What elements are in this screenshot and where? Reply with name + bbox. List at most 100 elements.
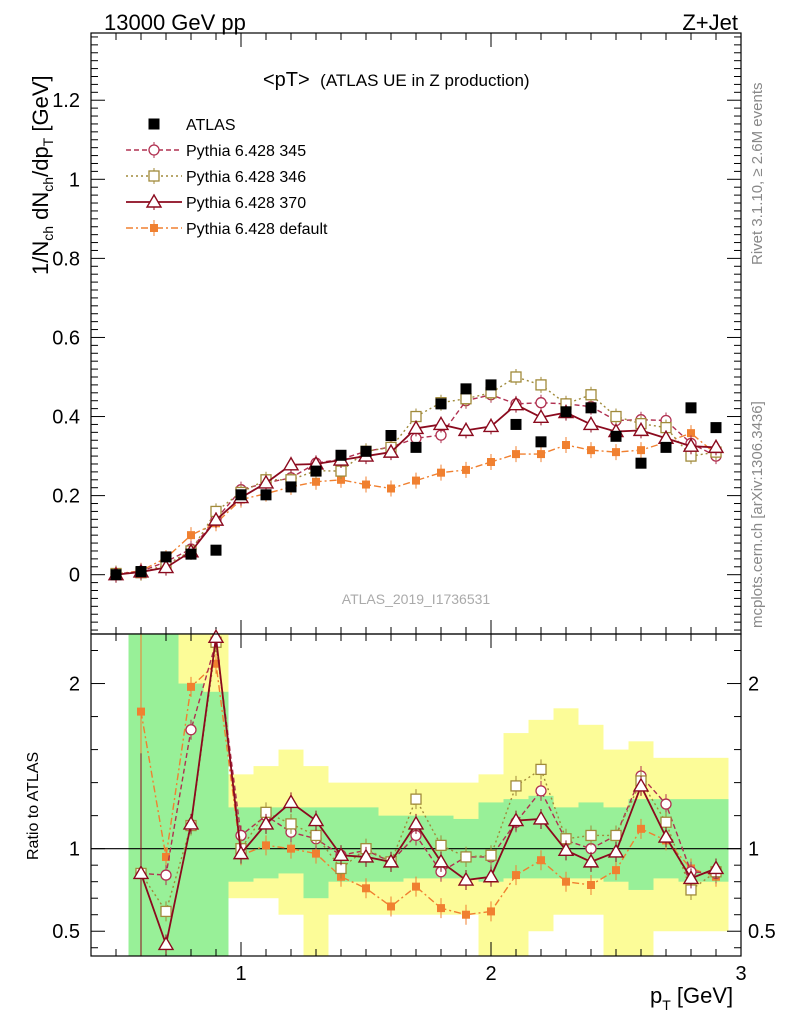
x-tick-label: 3 — [735, 963, 746, 985]
y-axis-title-main: 1/Nch dNch/dpT [GeV] — [28, 75, 56, 275]
point-pythia-6-428-default — [587, 446, 595, 455]
point-pythia-6-428-370 — [257, 474, 275, 489]
ratio-point-pythia-6-428-370 — [607, 843, 625, 858]
point-pythia-6-428-370 — [432, 416, 450, 431]
ratio-point-pythia-6-428-default — [387, 902, 395, 911]
ratio-point-pythia-6-428-default — [587, 880, 595, 889]
ratio-point-pythia-6-428-346 — [510, 780, 522, 792]
ratio-point-pythia-6-428-370 — [132, 865, 150, 880]
ratio-y-tick-label: 2 — [69, 674, 80, 696]
ratio-point-pythia-6-428-370 — [532, 810, 550, 825]
ratio-point-pythia-6-428-default — [212, 659, 220, 668]
y-tick-label: 0.2 — [52, 486, 80, 508]
point-atlas — [435, 398, 447, 410]
ratio-point-pythia-6-428-346 — [485, 849, 497, 861]
ratio-point-pythia-6-428-370 — [157, 936, 175, 951]
point-pythia-6-428-370 — [282, 456, 300, 471]
legend-entry-pythia-6-428-370: Pythia 6.428 370 — [126, 193, 306, 212]
ratio-panel: 1 2 30.5 0.51 12 2 — [52, 628, 776, 985]
legend-entry-pythia-6-428-346: Pythia 6.428 346 — [126, 168, 306, 186]
ratio-point-pythia-6-428-346 — [585, 829, 597, 842]
ratio-y-tick-label-right: 1 — [748, 839, 759, 861]
ratio-point-pythia-6-428-default — [537, 856, 545, 865]
point-pythia-6-428-default — [637, 446, 645, 455]
ratio-point-pythia-6-428-370 — [207, 628, 225, 644]
green-band — [628, 799, 654, 890]
point-atlas — [635, 457, 647, 469]
point-pythia-6-428-default — [412, 476, 420, 485]
ratio-point-pythia-6-428-345 — [160, 869, 172, 881]
point-pythia-6-428-default — [487, 458, 495, 467]
point-pythia-6-428-370 — [632, 421, 650, 437]
ratio-point-pythia-6-428-default — [512, 871, 520, 880]
ratio-point-pythia-6-428-370 — [282, 794, 300, 809]
ratio-point-pythia-6-428-346 — [535, 763, 547, 776]
legend-entry-pythia-6-428-default: Pythia 6.428 default — [126, 220, 328, 238]
source-label: mcplots.cern.ch [arXiv:1306.3436] — [749, 401, 766, 628]
point-pythia-6-428-default — [337, 475, 345, 484]
ratio-point-pythia-6-428-346 — [435, 839, 447, 852]
point-pythia-6-428-default — [612, 448, 620, 457]
legend-marker — [148, 118, 160, 130]
ratio-y-tick-label: 0.5 — [52, 921, 80, 943]
ratio-point-pythia-6-428-370 — [382, 853, 400, 868]
point-pythia-6-428-370 — [407, 420, 425, 435]
ratio-point-pythia-6-428-345 — [535, 785, 547, 797]
point-pythia-6-428-370 — [457, 421, 475, 437]
ratio-point-pythia-6-428-346 — [310, 829, 322, 842]
point-pythia-6-428-370 — [532, 408, 550, 424]
point-pythia-6-428-370 — [207, 511, 225, 526]
ratio-point-pythia-6-428-370 — [407, 815, 425, 830]
ratio-point-pythia-6-428-370 — [707, 860, 725, 875]
ratio-point-pythia-6-428-default — [612, 866, 620, 875]
y-tick-label: 0.6 — [52, 327, 80, 349]
ratio-point-pythia-6-428-370 — [582, 853, 600, 868]
ratio-point-pythia-6-428-370 — [557, 841, 575, 857]
point-pythia-6-428-default — [362, 480, 370, 489]
legend-label: Pythia 6.428 345 — [186, 143, 306, 160]
x-tick-label: 2 — [485, 963, 496, 985]
ratio-point-pythia-6-428-345 — [660, 798, 672, 810]
point-atlas — [585, 402, 597, 414]
ratio-point-pythia-6-428-370 — [182, 815, 200, 830]
plot-title: <pT> (ATLAS UE in Z production) — [263, 69, 530, 91]
legend-label: Pythia 6.428 default — [186, 221, 328, 238]
legend-marker — [150, 224, 158, 232]
point-atlas — [310, 465, 322, 477]
ratio-point-pythia-6-428-default — [412, 882, 420, 891]
ratio-point-pythia-6-428-346 — [285, 818, 297, 830]
point-pythia-6-428-370 — [507, 396, 525, 411]
legend-marker — [145, 193, 163, 208]
ratio-point-pythia-6-428-default — [437, 904, 445, 913]
point-pythia-6-428-default — [437, 468, 445, 477]
point-pythia-6-428-346 — [510, 371, 522, 383]
ratio-series-pythia-6-428-370 — [132, 628, 725, 956]
ratio-series-line — [140, 642, 717, 876]
ratio-point-pythia-6-428-346 — [410, 793, 422, 805]
legend-label: Pythia 6.428 346 — [186, 169, 306, 186]
legend-label: ATLAS — [186, 117, 236, 134]
y-axis-title-ratio: Ratio to ATLAS — [25, 752, 42, 860]
ratio-point-pythia-6-428-370 — [632, 777, 650, 792]
point-pythia-6-428-370 — [482, 418, 500, 433]
ratio-point-pythia-6-428-default — [137, 707, 145, 716]
ratio-point-pythia-6-428-default — [312, 849, 320, 858]
ratio-point-pythia-6-428-default — [637, 824, 645, 833]
point-pythia-6-428-346 — [535, 379, 547, 391]
point-atlas — [135, 566, 147, 578]
ratio-point-pythia-6-428-370 — [657, 828, 675, 843]
ratio-point-pythia-6-428-default — [162, 852, 170, 861]
point-atlas — [485, 379, 497, 391]
legend-entry-atlas: ATLAS — [148, 117, 236, 134]
point-pythia-6-428-default — [537, 450, 545, 459]
point-atlas — [110, 569, 122, 581]
point-pythia-6-428-default — [512, 450, 520, 459]
point-atlas — [710, 422, 722, 434]
point-pythia-6-428-default — [562, 441, 570, 450]
legend-label: Pythia 6.428 370 — [186, 195, 306, 212]
main-panel: 0 0.2 0.4 0.6 0.8 1 1.2 — [52, 32, 742, 635]
ratio-point-pythia-6-428-346 — [460, 851, 472, 863]
point-atlas — [335, 449, 347, 461]
point-atlas — [285, 481, 297, 493]
point-atlas — [260, 489, 272, 501]
